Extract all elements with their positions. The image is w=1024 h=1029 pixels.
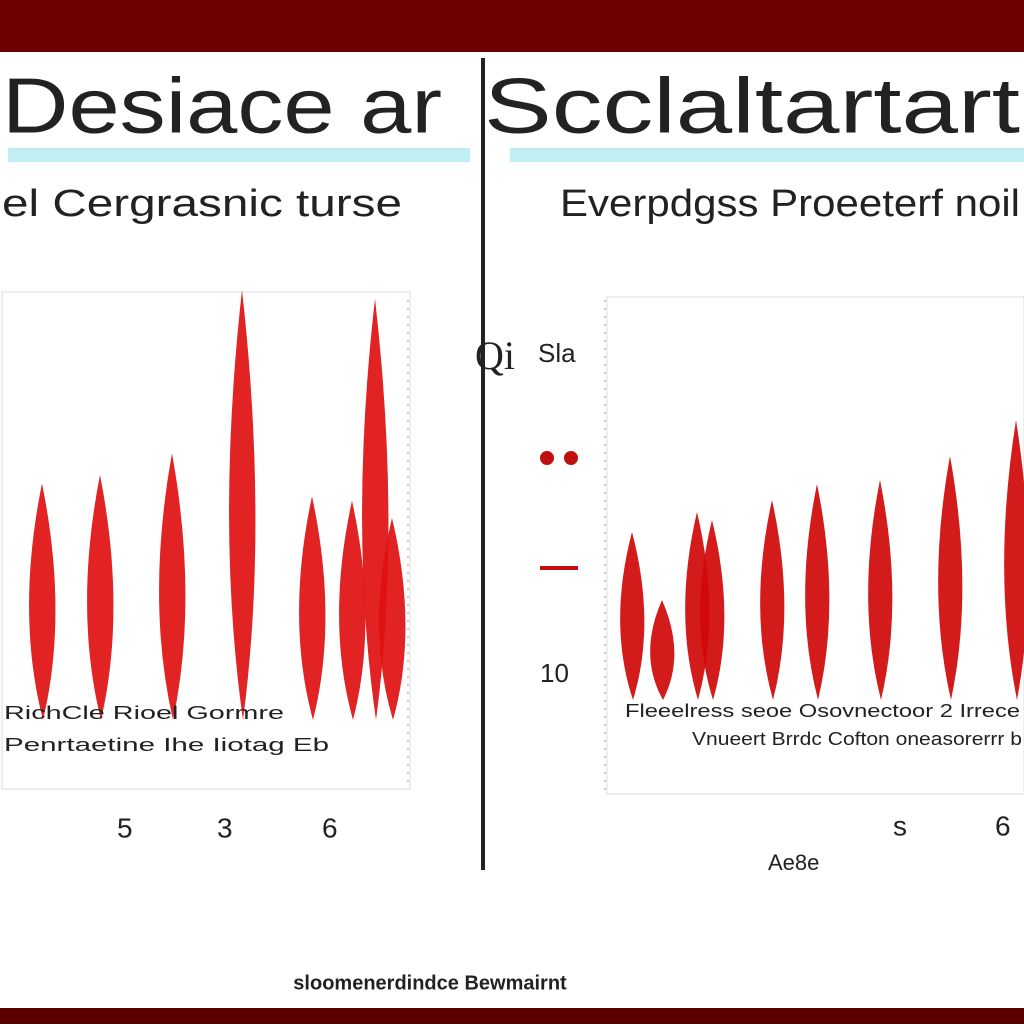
spike [805, 484, 830, 700]
annotation: 5 [117, 812, 133, 843]
footer: sloomenerdindce Bewmairnt [293, 972, 567, 994]
chart-subtitle: Everpdgss Proeeterf noil [560, 183, 1020, 225]
annotation: 3 [217, 812, 233, 843]
side-label: Qi [475, 333, 515, 378]
spike [760, 500, 785, 700]
spike [868, 480, 893, 700]
title-underline [510, 148, 1024, 162]
spike [87, 474, 114, 720]
chart-title: Desiace ar [2, 62, 442, 150]
dot [540, 451, 554, 465]
side-label: Sla [538, 338, 576, 368]
chart-title: Scclaltartart [484, 62, 1020, 150]
side-label: 10 [540, 658, 569, 688]
spike [379, 517, 406, 720]
bottom-band [0, 1008, 1024, 1024]
annotation: Vnueert Brrdc Cofton oneasorerrr b [692, 729, 1022, 749]
spike [229, 290, 256, 720]
dot [564, 451, 578, 465]
spike [938, 456, 963, 700]
chart-subtitle: el Cergrasnic turse [2, 183, 402, 225]
plot-frame [1, 291, 411, 790]
spike [1004, 420, 1024, 700]
spike [339, 500, 366, 720]
annotation: Fleeelress seoe Osovnectoor 2 Irrece [625, 701, 1020, 721]
annotation: s [893, 810, 907, 841]
spike [620, 532, 645, 700]
spike [159, 453, 186, 720]
annotation: RichCle Rioel Gormre [4, 703, 284, 723]
spike [650, 600, 675, 700]
spike [299, 496, 326, 720]
annotation: 6 [995, 810, 1011, 841]
annotation: Ae8e [768, 850, 819, 875]
title-underline [8, 148, 470, 162]
top-band [0, 0, 1024, 52]
spike [700, 520, 725, 700]
annotation: Penrtaetine Ihe Iiotag Eb [4, 735, 329, 755]
annotation: 6 [322, 812, 338, 843]
spike [29, 483, 56, 720]
